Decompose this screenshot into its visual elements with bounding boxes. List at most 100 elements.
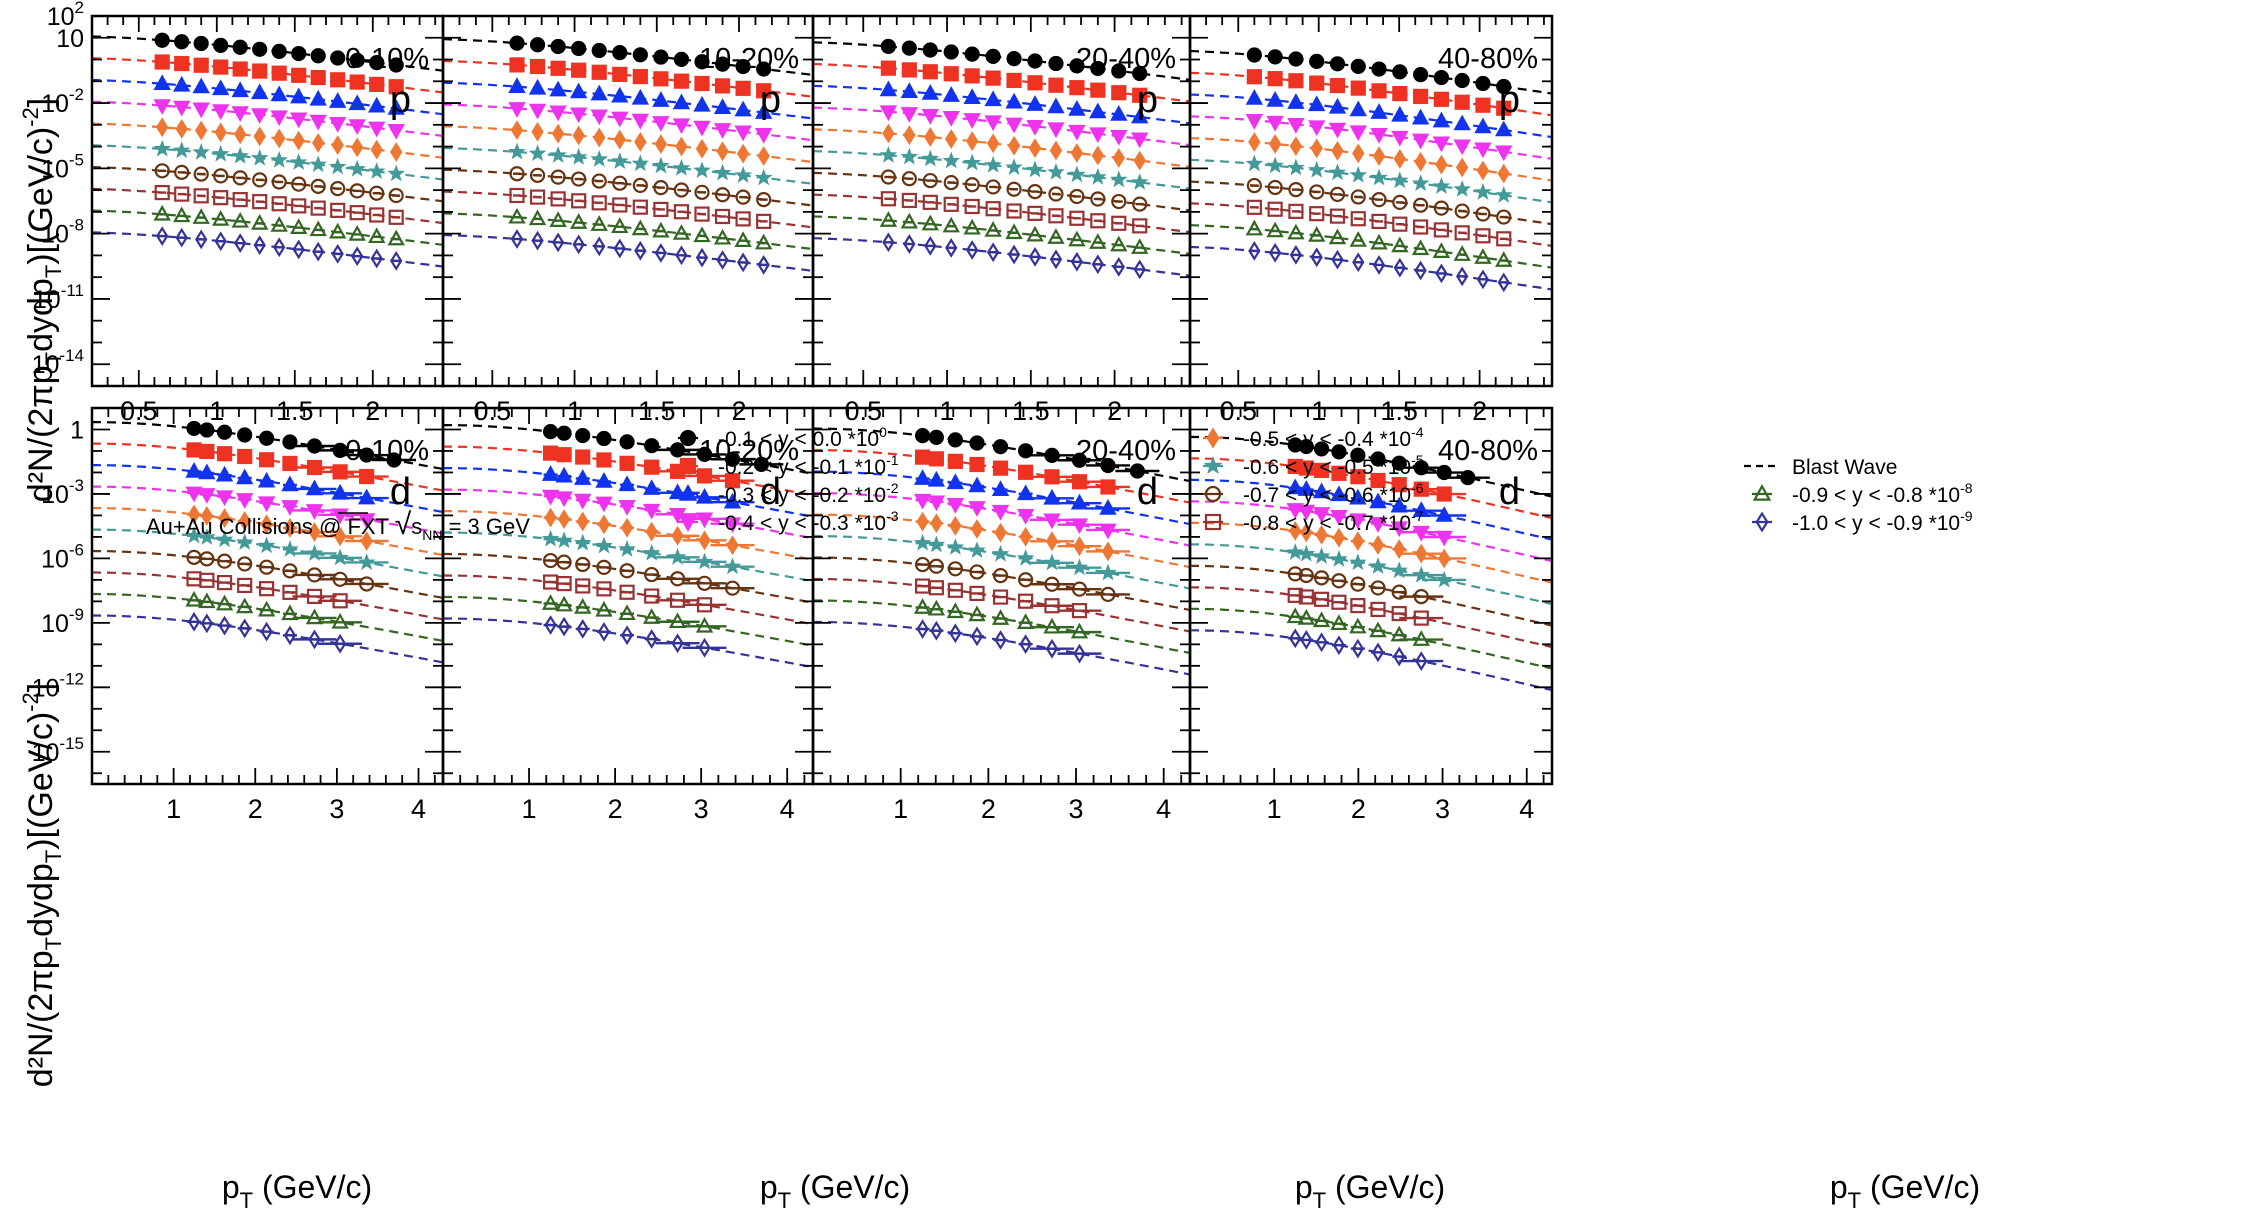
data-marker-6 [947, 561, 963, 577]
data-marker-8 [281, 604, 299, 621]
data-marker-1 [735, 80, 751, 96]
data-marker-8 [921, 214, 939, 231]
data-marker-9 [1393, 646, 1406, 667]
data-marker-9 [654, 243, 668, 263]
data-marker-9 [1331, 249, 1344, 270]
data-marker-9 [1393, 257, 1406, 278]
data-marker-4 [576, 511, 589, 532]
data-marker-6 [1100, 586, 1116, 602]
data-marker-6 [714, 187, 731, 203]
legend-item-7: -0.8 < y < -0.7 *10-7 [1203, 508, 1424, 535]
y-axis-ticks [813, 407, 1190, 775]
data-marker-1 [174, 55, 190, 72]
data-marker-0 [1288, 51, 1304, 67]
data-marker-2 [1245, 89, 1264, 105]
data-marker-6 [237, 556, 253, 572]
data-marker-4 [695, 138, 709, 159]
data-marker-6 [1006, 181, 1022, 197]
data-marker-3 [173, 100, 191, 117]
data-marker-7 [282, 584, 298, 600]
blast-wave-curve-3 [813, 106, 1190, 147]
data-marker-7 [985, 201, 1001, 217]
data-marker-5 [1089, 167, 1107, 185]
data-marker-7 [556, 576, 572, 592]
data-marker-5 [153, 139, 171, 157]
data-marker-9 [949, 623, 962, 644]
y-tick-label: 10-3 [41, 476, 84, 509]
data-marker-8 [251, 213, 269, 230]
data-marker-5 [1369, 557, 1387, 574]
blast-wave-curve-0 [813, 41, 1190, 81]
data-marker-3 [695, 512, 714, 529]
data-marker-7 [1287, 587, 1303, 603]
data-marker-2 [1432, 111, 1451, 128]
data-marker-5 [508, 142, 526, 160]
data-marker-7 [349, 205, 365, 221]
data-marker-0 [330, 50, 346, 66]
x-axis-label-col1: pT (GeV/c) [222, 1169, 372, 1213]
data-marker-2 [879, 80, 898, 97]
data-marker-3 [1070, 518, 1089, 535]
data-marker-3 [235, 493, 254, 509]
blast-wave-curve-9 [813, 620, 1190, 676]
data-marker-4 [1476, 160, 1490, 181]
data-marker-5 [1435, 570, 1453, 588]
data-marker-2 [281, 475, 299, 492]
data-marker-0 [612, 45, 628, 61]
data-marker-7 [1433, 222, 1449, 238]
particle-label: d [390, 471, 411, 513]
data-marker-5 [1432, 177, 1451, 194]
data-marker-2 [251, 83, 269, 100]
data-marker-0 [1350, 58, 1366, 74]
curves-layer [443, 424, 813, 669]
data-marker-4 [1497, 163, 1510, 184]
data-marker-1 [271, 65, 287, 81]
data-marker-1 [232, 61, 248, 77]
data-marker-5 [1349, 165, 1368, 183]
data-marker-8 [1370, 233, 1388, 250]
x-tick-label: 1 [893, 794, 908, 824]
data-marker-3 [1016, 508, 1035, 525]
data-marker-1 [596, 452, 612, 468]
data-marker-3 [723, 517, 742, 534]
x-tick-label: 1 [1267, 794, 1282, 824]
data-marker-6 [1018, 572, 1034, 588]
blast-wave-curve-4 [1190, 521, 1552, 584]
data-marker-5 [618, 540, 636, 557]
data-marker-4 [903, 125, 916, 146]
data-marker-3 [528, 103, 547, 120]
data-marker-2 [541, 465, 560, 481]
data-marker-6 [673, 182, 690, 198]
data-marker-3 [754, 127, 773, 144]
data-marker-7 [1267, 201, 1283, 217]
data-marker-4 [945, 129, 958, 149]
x-tick-label: 3 [329, 794, 344, 824]
data-marker-1 [1132, 87, 1148, 103]
data-marker-5 [569, 148, 588, 165]
data-marker-9 [1435, 263, 1448, 284]
data-marker-3 [672, 118, 691, 135]
data-marker-6 [252, 172, 268, 188]
data-marker-8 [1245, 219, 1264, 236]
blast-wave-curve-9 [1190, 245, 1552, 291]
data-marker-0 [369, 55, 385, 71]
data-marker-6 [1267, 179, 1283, 196]
y-axis-ticks [443, 15, 813, 387]
data-marker-0 [753, 456, 769, 472]
data-marker-4 [1049, 140, 1063, 161]
data-marker-8 [1432, 242, 1451, 258]
data-marker-1 [901, 62, 917, 78]
y-axis-ticks [1190, 407, 1552, 775]
data-marker-8 [1266, 221, 1284, 238]
data-marker-9 [333, 633, 347, 654]
data-marker-4 [645, 521, 658, 542]
data-marker-2 [723, 492, 742, 509]
data-marker-8 [968, 605, 986, 622]
legend-marker [1203, 456, 1223, 474]
data-marker-3 [1432, 136, 1451, 153]
data-marker-5 [270, 150, 288, 168]
data-marker-1 [619, 455, 635, 471]
data-marker-1 [388, 79, 404, 95]
data-marker-1 [349, 74, 365, 90]
blast-wave-curve-5 [92, 144, 443, 181]
